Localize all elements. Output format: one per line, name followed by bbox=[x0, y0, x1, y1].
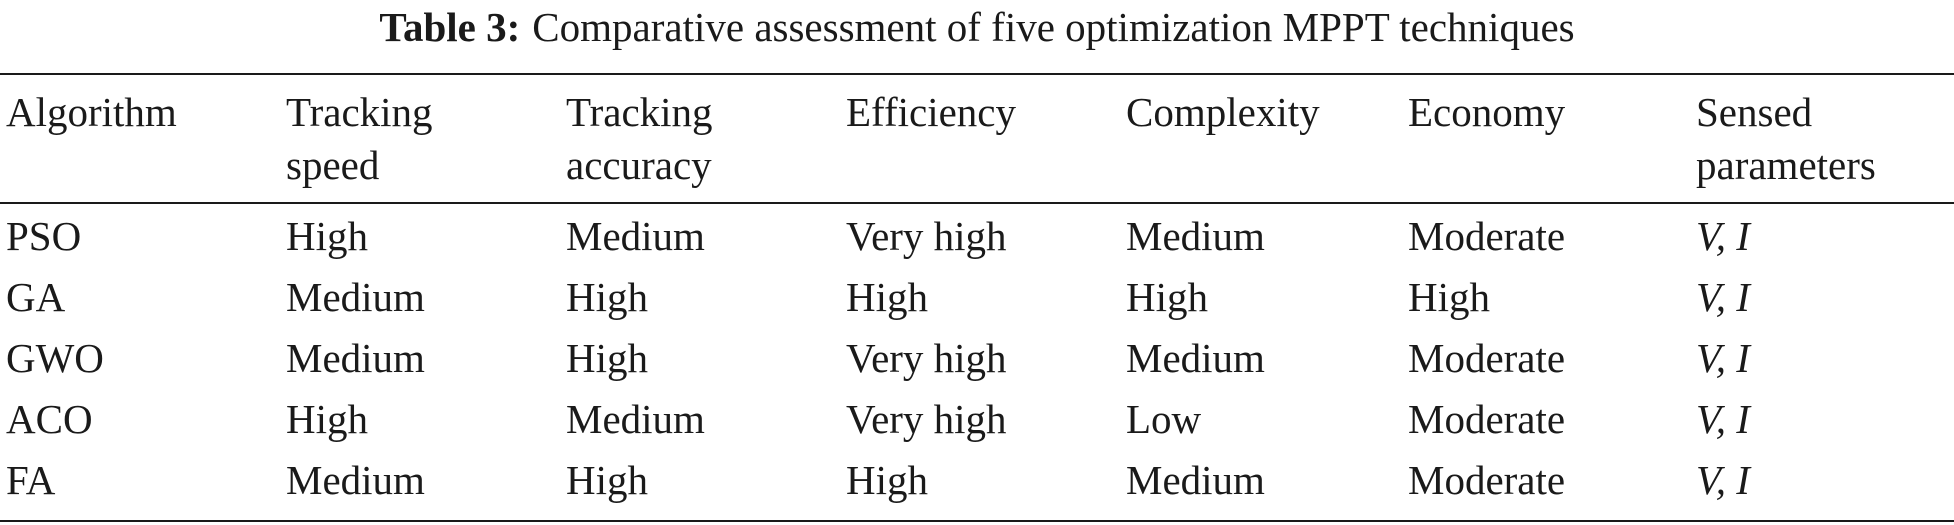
header-line: accuracy bbox=[566, 142, 712, 188]
cell-algorithm: FA bbox=[6, 457, 56, 503]
cell-tracking-speed: Medium bbox=[286, 335, 425, 381]
table-caption-text: Comparative assessment of five optimizat… bbox=[532, 4, 1575, 50]
cell-tracking-accuracy: High bbox=[566, 335, 648, 381]
cell-tracking-speed: Medium bbox=[286, 457, 425, 503]
comparison-table: Algorithm Tracking speed Tracking accura… bbox=[0, 75, 1954, 511]
cell-complexity: Medium bbox=[1126, 213, 1265, 259]
cell-sensed-parameters: V, I bbox=[1696, 335, 1750, 381]
header-line: Sensed bbox=[1696, 89, 1813, 135]
header-sensed-parameters: Sensed parameters bbox=[1690, 75, 1954, 202]
header-line: speed bbox=[286, 142, 380, 188]
header-economy: Economy bbox=[1402, 75, 1690, 202]
table-row: GWO Medium High Very high Medium Moderat… bbox=[0, 328, 1954, 389]
table-bottom-rule bbox=[0, 520, 1954, 522]
cell-tracking-accuracy: High bbox=[566, 457, 648, 503]
cell-economy: Moderate bbox=[1408, 457, 1566, 503]
header-efficiency: Efficiency bbox=[840, 75, 1120, 202]
cell-sensed-parameters: V, I bbox=[1696, 213, 1750, 259]
cell-algorithm: PSO bbox=[6, 213, 82, 259]
cell-efficiency: Very high bbox=[846, 396, 1007, 442]
header-line: Tracking bbox=[286, 89, 433, 135]
cell-tracking-speed: High bbox=[286, 396, 368, 442]
header-line: Algorithm bbox=[6, 89, 177, 135]
header-line: Complexity bbox=[1126, 89, 1320, 135]
table-caption-label: Table 3: bbox=[379, 4, 521, 50]
cell-efficiency: High bbox=[846, 457, 928, 503]
table-row: FA Medium High High Medium Moderate V, I bbox=[0, 450, 1954, 511]
table-row: PSO High Medium Very high Medium Moderat… bbox=[0, 202, 1954, 267]
cell-sensed-parameters: V, I bbox=[1696, 457, 1750, 503]
table-caption: Table 3: Comparative assessment of five o… bbox=[0, 2, 1954, 52]
cell-algorithm: GA bbox=[6, 274, 66, 320]
header-complexity: Complexity bbox=[1120, 75, 1402, 202]
header-line: parameters bbox=[1696, 142, 1876, 188]
cell-tracking-speed: Medium bbox=[286, 274, 425, 320]
cell-tracking-accuracy: Medium bbox=[566, 396, 705, 442]
cell-algorithm: GWO bbox=[6, 335, 104, 381]
cell-tracking-accuracy: Medium bbox=[566, 213, 705, 259]
cell-efficiency: Very high bbox=[846, 335, 1007, 381]
cell-economy: Moderate bbox=[1408, 396, 1566, 442]
table-top-rule bbox=[0, 73, 1954, 75]
cell-efficiency: High bbox=[846, 274, 928, 320]
header-row: Algorithm Tracking speed Tracking accura… bbox=[0, 75, 1954, 202]
cell-efficiency: Very high bbox=[846, 213, 1007, 259]
header-line: Economy bbox=[1408, 89, 1566, 135]
table-header-rule bbox=[0, 202, 1954, 204]
cell-complexity: High bbox=[1126, 274, 1208, 320]
header-line: Efficiency bbox=[846, 89, 1016, 135]
cell-sensed-parameters: V, I bbox=[1696, 274, 1750, 320]
cell-complexity: Medium bbox=[1126, 335, 1265, 381]
cell-economy: Moderate bbox=[1408, 213, 1566, 259]
cell-sensed-parameters: V, I bbox=[1696, 396, 1750, 442]
cell-economy: High bbox=[1408, 274, 1490, 320]
header-tracking-accuracy: Tracking accuracy bbox=[560, 75, 840, 202]
cell-complexity: Medium bbox=[1126, 457, 1265, 503]
table-row: GA Medium High High High High V, I bbox=[0, 267, 1954, 328]
cell-complexity: Low bbox=[1126, 396, 1202, 442]
header-line: Tracking bbox=[566, 89, 713, 135]
header-tracking-speed: Tracking speed bbox=[280, 75, 560, 202]
table-row: ACO High Medium Very high Low Moderate V… bbox=[0, 389, 1954, 450]
cell-economy: Moderate bbox=[1408, 335, 1566, 381]
cell-tracking-accuracy: High bbox=[566, 274, 648, 320]
cell-tracking-speed: High bbox=[286, 213, 368, 259]
cell-algorithm: ACO bbox=[6, 396, 93, 442]
header-algorithm: Algorithm bbox=[0, 75, 280, 202]
